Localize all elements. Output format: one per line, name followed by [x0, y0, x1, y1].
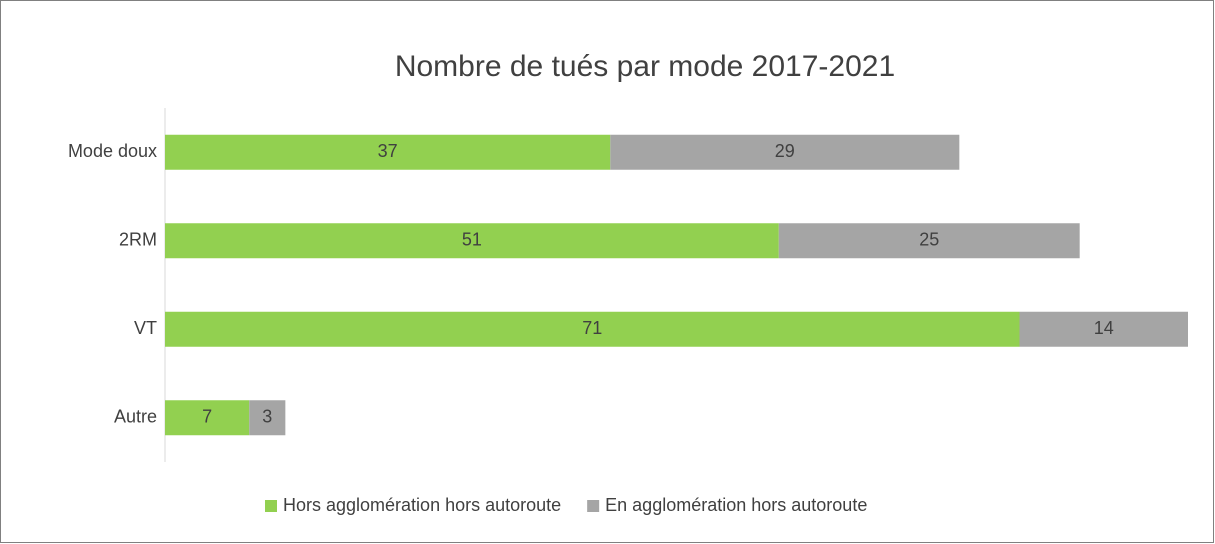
bar-segment — [249, 400, 286, 436]
data-label: 37 — [378, 141, 398, 161]
y-tick-label: Autre — [114, 407, 157, 427]
bar-segment — [165, 134, 611, 170]
y-tick-label: VT — [134, 318, 157, 338]
data-label: 25 — [919, 230, 939, 250]
data-label: 51 — [462, 230, 482, 250]
legend-swatch — [265, 500, 277, 512]
y-tick-label: 2RM — [119, 230, 157, 250]
legend-swatch — [587, 500, 600, 512]
bar-segment — [610, 134, 960, 170]
data-label: 14 — [1094, 318, 1114, 338]
chart-title: Nombre de tués par mode 2017-2021 — [395, 50, 895, 83]
data-label: 71 — [582, 318, 602, 338]
bar-segment — [1019, 311, 1188, 347]
y-tick-label: Mode doux — [68, 141, 157, 161]
data-label: 7 — [202, 407, 212, 427]
data-label: 3 — [262, 407, 272, 427]
bar-segment — [165, 400, 250, 436]
legend-label: En agglomération hors autoroute — [605, 495, 867, 515]
bar-segment — [165, 311, 1020, 347]
bar-segment — [778, 223, 1080, 259]
data-label: 29 — [775, 141, 795, 161]
bar-segment — [165, 223, 779, 259]
legend-label: Hors agglomération hors autoroute — [283, 495, 561, 515]
